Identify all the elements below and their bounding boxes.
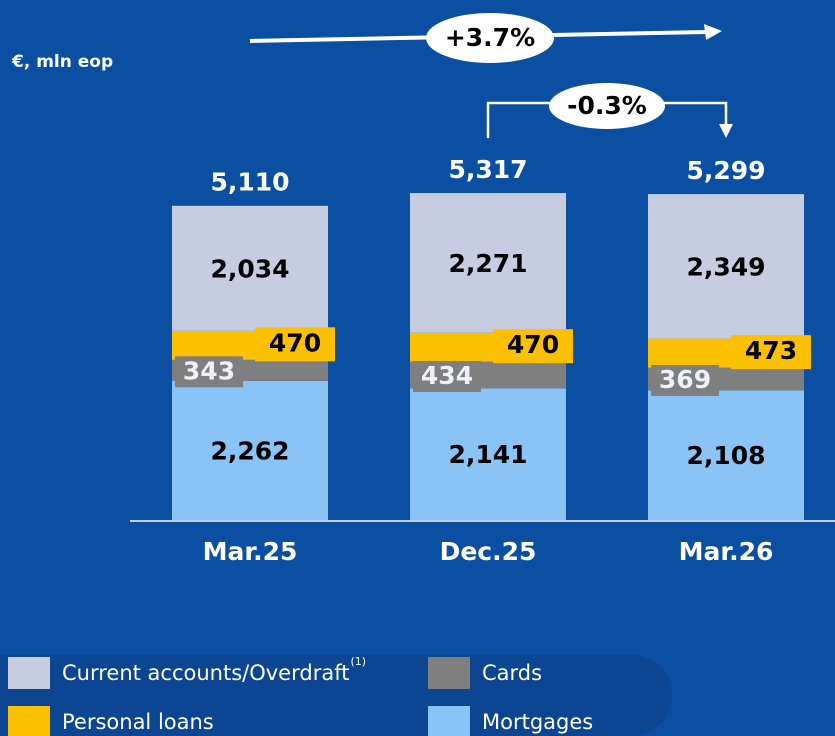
bar-segment xyxy=(172,380,328,520)
legend-label: Mortgages xyxy=(482,710,593,734)
arrow-head xyxy=(704,24,722,40)
annotation: +3.7% xyxy=(445,23,535,52)
legend-note: (1) xyxy=(350,655,366,668)
value-label: 2,108 xyxy=(686,441,765,470)
annotation-bubble xyxy=(549,83,665,129)
total-label: 5,110 xyxy=(210,168,289,197)
total-label: 5,299 xyxy=(686,156,765,185)
value-label: 343 xyxy=(183,356,235,385)
bar-segment xyxy=(648,390,804,520)
label-box xyxy=(413,360,481,392)
legend-swatch xyxy=(8,706,50,736)
bar-segment xyxy=(172,205,328,331)
annotation: -0.3% xyxy=(567,91,647,120)
value-label: 2,262 xyxy=(210,436,289,465)
legend-swatch xyxy=(8,657,50,689)
value-label: 434 xyxy=(421,361,473,390)
label-box xyxy=(651,365,719,397)
label-box xyxy=(255,327,335,362)
label-box xyxy=(731,335,811,370)
x-tick-label: Mar.26 xyxy=(679,537,774,566)
legend-label: Cards xyxy=(482,661,542,685)
arrow-head xyxy=(719,124,733,138)
label-box xyxy=(493,329,573,364)
legend-label: Current accounts/Overdraft xyxy=(62,661,349,685)
bar-segment xyxy=(410,193,566,333)
legend-swatch xyxy=(428,657,470,689)
value-label: 2,034 xyxy=(210,254,289,283)
bar-segment xyxy=(410,388,566,520)
total-label: 5,317 xyxy=(448,155,527,184)
value-label: 470 xyxy=(507,330,559,359)
value-label: 2,349 xyxy=(686,252,765,281)
x-tick-label: Dec.25 xyxy=(440,537,537,566)
value-label: 369 xyxy=(659,365,711,394)
value-label: 2,271 xyxy=(448,249,527,278)
label-box xyxy=(175,356,243,388)
value-label: 473 xyxy=(745,336,797,365)
legend-swatch xyxy=(428,706,470,736)
unit-note: €, mln eop xyxy=(11,52,113,72)
bar-segment xyxy=(648,194,804,339)
x-tick-label: Mar.25 xyxy=(203,537,298,566)
legend-panel xyxy=(0,655,673,736)
value-label: 470 xyxy=(269,328,321,357)
value-label: 2,141 xyxy=(448,440,527,469)
legend-label: Personal loans xyxy=(62,710,214,734)
annotation-bubble xyxy=(426,13,554,63)
